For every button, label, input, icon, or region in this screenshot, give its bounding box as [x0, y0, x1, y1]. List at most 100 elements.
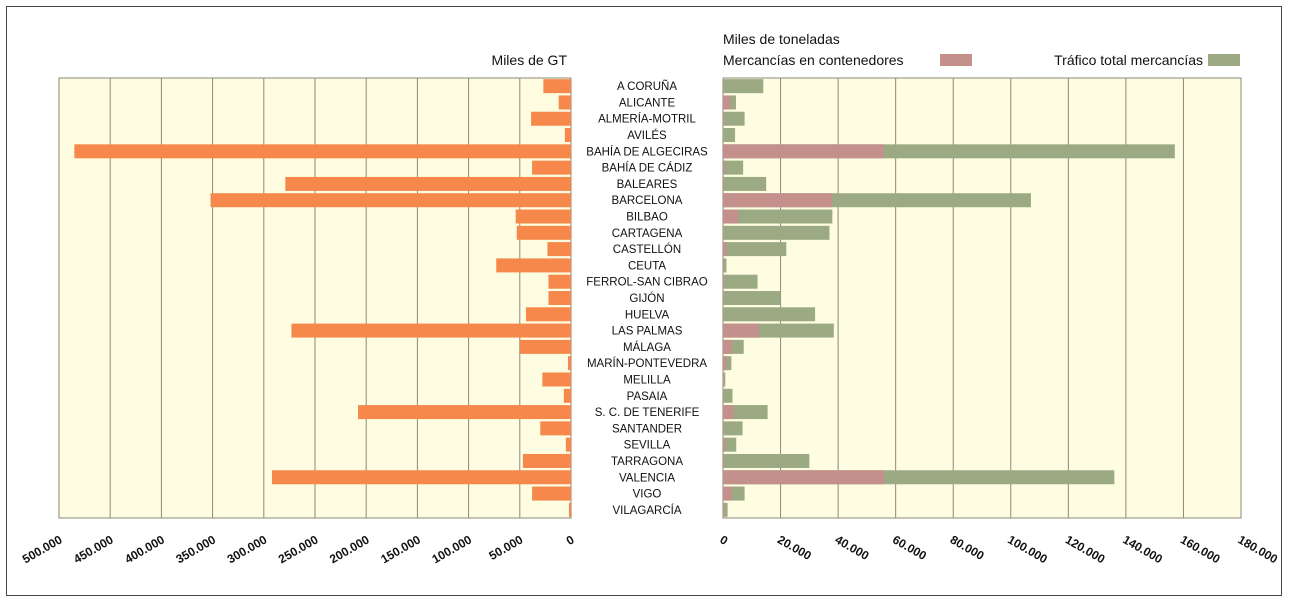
container-bar	[723, 453, 724, 468]
category-label: ALMERÍA-MOTRIL	[598, 113, 696, 126]
left-bar	[542, 372, 571, 387]
left-tick-label: 500.000	[20, 532, 65, 566]
right-tick-label: 40.000	[833, 532, 872, 563]
left-bar	[291, 323, 571, 338]
category-label: ALICANTE	[619, 97, 676, 109]
right-tick-label: 60.000	[890, 532, 929, 563]
category-label: AVILÉS	[627, 129, 667, 142]
category-label: CEUTA	[628, 260, 666, 272]
container-bar	[723, 405, 734, 420]
left-tick-label: 450.000	[71, 532, 116, 566]
right-bars	[723, 79, 1175, 517]
left-bar	[532, 160, 571, 175]
left-bar	[563, 388, 571, 403]
category-label: LAS PALMAS	[612, 326, 683, 338]
left-tick-label: 400.000	[122, 532, 167, 566]
right-tick-label: 160.000	[1178, 532, 1223, 566]
right-tick-label: 80.000	[948, 532, 987, 563]
category-label: GIJÓN	[629, 292, 664, 305]
left-bars	[74, 79, 572, 517]
left-bar	[567, 356, 571, 371]
left-bar	[74, 144, 572, 159]
container-bar	[723, 339, 733, 354]
category-label: BAHÍA DE CÁDIZ	[602, 162, 693, 175]
category-label: FERROL-SAN CIBRAO	[586, 277, 707, 289]
container-bar	[723, 356, 727, 371]
right-tick-label: 120.000	[1063, 532, 1108, 566]
container-bar	[723, 502, 724, 517]
left-chart-title: Miles de GT	[492, 52, 568, 68]
category-label: BARCELONA	[612, 195, 683, 207]
left-bar	[522, 453, 571, 468]
total-traffic-bar	[723, 405, 768, 420]
left-bar	[516, 225, 571, 240]
total-traffic-bar	[723, 388, 733, 403]
left-tick-label: 300.000	[225, 532, 270, 566]
right-tick-label: 180.000	[1236, 532, 1281, 566]
total-traffic-bar	[723, 274, 758, 289]
left-bar	[548, 291, 571, 305]
container-bar	[723, 160, 725, 175]
left-bar	[525, 307, 571, 322]
container-bar	[723, 274, 725, 289]
left-tick-label: 100.000	[430, 532, 475, 566]
total-traffic-bar	[723, 421, 743, 436]
category-label: MÁLAGA	[623, 341, 671, 354]
container-bar	[723, 176, 724, 191]
right-tick-labels: 0 20.000 40.000 60.000 80.000 100.000 120.000 1…	[718, 532, 1281, 566]
total-traffic-bar	[723, 437, 737, 452]
category-label: SANTANDER	[612, 423, 682, 435]
right-tick-label: 100.000	[1005, 532, 1050, 566]
category-label: VIGO	[633, 489, 662, 501]
left-tick-labels: 0 50.000 100.000150.000200.000250.000300.0…	[20, 532, 577, 566]
container-bar	[723, 421, 724, 436]
total-traffic-bar	[723, 291, 781, 305]
container-bar	[723, 209, 739, 224]
left-bar	[568, 502, 571, 517]
total-traffic-bar	[723, 160, 744, 175]
total-traffic-bar	[723, 307, 816, 322]
right-plot-area	[722, 77, 1242, 519]
container-bar	[723, 372, 724, 387]
total-traffic-bar	[723, 79, 764, 94]
category-label: CASTELLÓN	[613, 243, 681, 256]
legend-label-total: Tráfico total mercancías	[1054, 52, 1203, 68]
container-bar	[723, 144, 885, 159]
category-label: VALENCIA	[619, 472, 675, 484]
total-traffic-bar	[723, 356, 732, 371]
category-label: S. C. DE TENERIFE	[595, 407, 700, 419]
left-tick-label: 200.000	[327, 532, 372, 566]
container-bar	[723, 79, 724, 94]
container-bar	[723, 225, 724, 240]
category-label: BILBAO	[626, 212, 668, 224]
category-label: BAHÍA DE ALGECIRAS	[586, 145, 708, 158]
container-bar	[723, 111, 724, 126]
left-bar	[210, 193, 571, 208]
left-bar	[496, 258, 571, 273]
container-bar	[723, 323, 759, 338]
right-tick-label: 0	[718, 532, 731, 548]
left-bar	[532, 486, 571, 501]
left-tick-label: 350.000	[174, 532, 219, 566]
left-bar	[547, 242, 571, 257]
total-traffic-bar	[723, 453, 810, 468]
total-traffic-bar	[723, 242, 787, 257]
total-traffic-bar	[723, 209, 833, 224]
category-label: PASAIA	[627, 391, 668, 403]
total-traffic-bar	[723, 258, 727, 273]
container-bar	[723, 242, 727, 257]
left-bar	[515, 209, 571, 224]
left-tick-label: 250.000	[276, 532, 321, 566]
left-bar	[565, 437, 571, 452]
category-labels: A CORUÑA ALICANTE ALMERÍA-MOTRIL AVILÉS BAHÍ…	[586, 80, 708, 517]
category-label: A CORUÑA	[617, 80, 677, 93]
legend: Mercancías en contenedores Tráfico total…	[723, 52, 1240, 68]
left-bar	[358, 405, 571, 420]
category-label: SEVILLA	[624, 440, 671, 452]
total-traffic-bar	[723, 176, 767, 191]
right-chart-title: Miles de toneladas	[723, 31, 840, 47]
left-bar	[271, 470, 571, 485]
container-bar	[723, 486, 732, 501]
left-bar	[558, 95, 571, 110]
